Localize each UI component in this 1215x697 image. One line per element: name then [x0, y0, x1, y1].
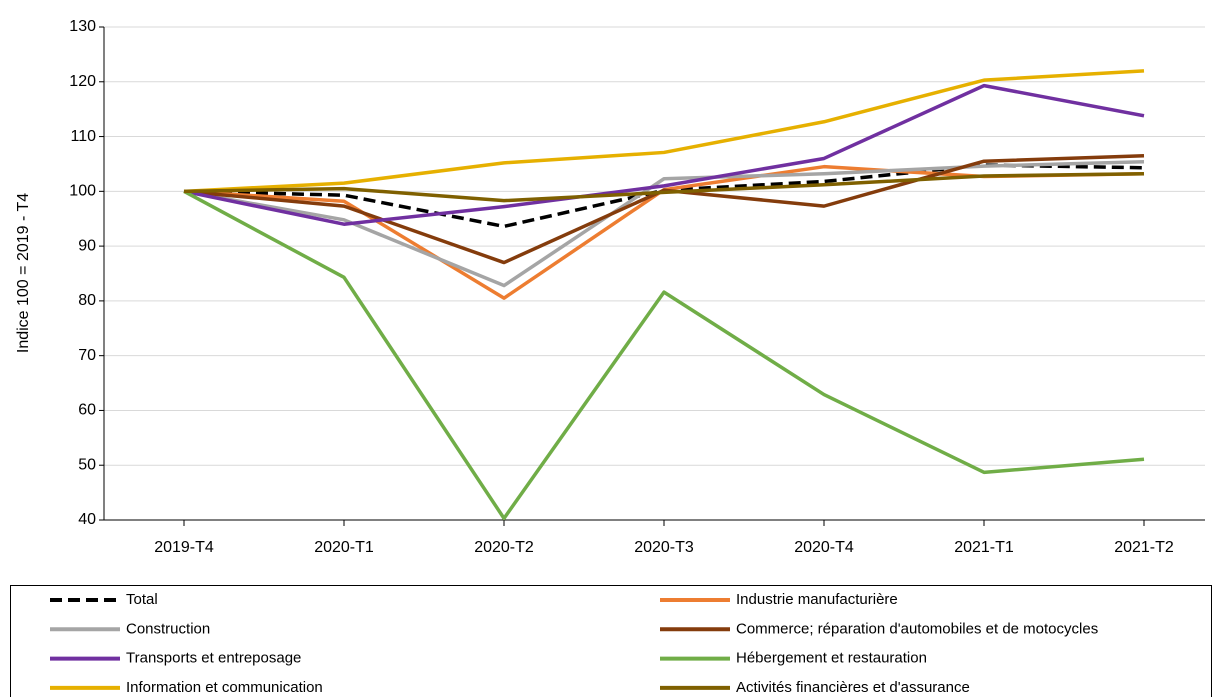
legend-label: Information et communication [126, 679, 323, 696]
x-tick-label: 2020-T4 [794, 539, 854, 556]
series-line [183, 160, 1145, 288]
x-tick-label: 2020-T2 [474, 539, 534, 556]
legend-label: Construction [126, 620, 210, 637]
x-tick-label: 2020-T3 [634, 539, 694, 556]
y-tick-label: 80 [78, 292, 96, 309]
y-tick-label: 40 [78, 511, 96, 528]
y-tick-label: 110 [70, 128, 96, 145]
legend-label: Industrie manufacturière [736, 591, 898, 608]
legend-label: Activités financières et d'assurance [736, 679, 970, 696]
series-line [183, 172, 1145, 203]
x-tick-label: 2020-T1 [314, 539, 374, 556]
x-tick-label: 2019-T4 [154, 539, 214, 556]
legend-box [10, 585, 1212, 697]
legend: Total Industrie manufacturière Constructio… [10, 585, 1212, 697]
y-tick-label: 100 [69, 183, 96, 200]
legend-label: Transports et entreposage [126, 650, 301, 667]
legend-label: Total [126, 591, 158, 608]
legend-label: Hébergement et restauration [736, 650, 927, 667]
series-line [183, 83, 1145, 226]
series-line [183, 69, 1145, 194]
legend-label: Commerce; réparation d'automobiles et de… [736, 620, 1098, 637]
y-tick-label: 60 [78, 402, 96, 419]
y-tick-label: 120 [69, 73, 96, 90]
series-line [183, 153, 1145, 265]
y-tick-label: 50 [78, 456, 96, 473]
x-tick-label: 2021-T1 [954, 539, 1014, 556]
y-tick-label: 130 [69, 18, 96, 35]
x-tick-label: 2021-T2 [1114, 539, 1174, 556]
y-tick-label: 90 [78, 237, 96, 254]
y-tick-label: 70 [78, 347, 96, 364]
series-line [183, 189, 1145, 521]
y-axis-label: Indice 100 = 2019 - T4 [15, 193, 32, 353]
